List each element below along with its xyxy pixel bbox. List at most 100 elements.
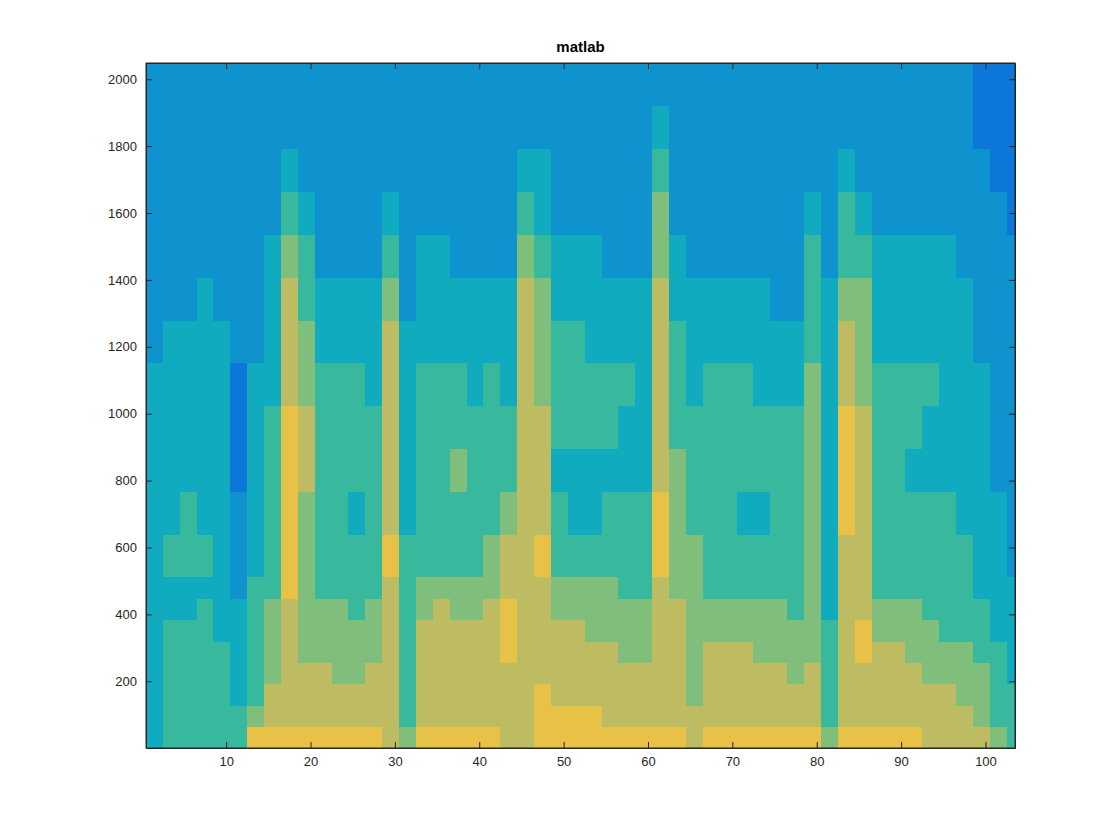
cell <box>315 106 332 149</box>
cell <box>821 534 838 577</box>
cell <box>281 320 298 363</box>
cell <box>855 406 872 449</box>
cell <box>467 406 484 449</box>
cell <box>365 192 382 235</box>
cell <box>635 577 652 599</box>
cell <box>146 663 163 685</box>
x-axis <box>147 63 1016 69</box>
cell <box>686 598 703 620</box>
cell <box>888 448 905 491</box>
cell <box>635 534 652 577</box>
cell <box>838 705 855 727</box>
cell <box>602 534 619 577</box>
cell <box>146 534 163 577</box>
cell <box>804 63 821 106</box>
tick-label: 600 <box>115 540 137 555</box>
cell <box>737 320 754 363</box>
cell <box>804 705 821 727</box>
cell <box>568 491 585 534</box>
cell <box>585 363 602 406</box>
cell <box>737 705 754 727</box>
cell <box>855 149 872 192</box>
cell <box>382 320 399 363</box>
cell <box>281 363 298 406</box>
cell <box>348 106 365 149</box>
cell <box>737 641 754 663</box>
cell <box>551 684 568 706</box>
cell <box>500 448 517 491</box>
cell <box>551 149 568 192</box>
cell <box>230 620 247 642</box>
cell <box>180 620 197 642</box>
cell <box>230 684 247 706</box>
cell <box>618 684 635 706</box>
cell <box>264 448 281 491</box>
tick-label: 1200 <box>108 339 137 354</box>
cell <box>888 406 905 449</box>
cell <box>652 277 669 320</box>
cell <box>922 705 939 727</box>
cell <box>517 406 534 449</box>
tick: 50 <box>557 742 571 769</box>
cell <box>247 491 264 534</box>
cell <box>298 641 315 663</box>
cell <box>500 684 517 706</box>
cell <box>973 534 990 577</box>
cell <box>281 727 298 748</box>
cell <box>652 63 669 106</box>
tick-label: 80 <box>810 754 824 769</box>
cell <box>382 448 399 491</box>
cell <box>922 234 939 277</box>
cell <box>467 106 484 149</box>
cell <box>922 192 939 235</box>
cell <box>433 320 450 363</box>
cell <box>602 149 619 192</box>
cell <box>652 192 669 235</box>
cell <box>213 598 230 620</box>
cell <box>737 192 754 235</box>
cell <box>163 620 180 642</box>
cell <box>787 277 804 320</box>
cell <box>332 705 349 727</box>
cell <box>163 192 180 235</box>
tick: 600 <box>115 540 152 555</box>
cell <box>838 663 855 685</box>
cell <box>838 234 855 277</box>
cell <box>348 620 365 642</box>
tick <box>311 63 312 69</box>
cell <box>551 620 568 642</box>
cell <box>146 320 163 363</box>
cell <box>872 727 889 748</box>
cell <box>332 363 349 406</box>
cell <box>838 106 855 149</box>
cell <box>1007 406 1015 449</box>
cell <box>450 406 467 449</box>
cell <box>264 705 281 727</box>
cell <box>686 684 703 706</box>
tick: 40 <box>473 742 487 769</box>
tick-mark <box>311 63 312 69</box>
cell <box>399 491 416 534</box>
cell <box>770 149 787 192</box>
cell <box>753 705 770 727</box>
cell <box>990 106 1007 149</box>
cell <box>973 705 990 727</box>
cell <box>146 598 163 620</box>
cell <box>197 192 214 235</box>
cell <box>737 149 754 192</box>
cell <box>332 406 349 449</box>
cell <box>348 406 365 449</box>
cell <box>669 363 686 406</box>
cell <box>230 448 247 491</box>
cell <box>939 534 956 577</box>
tick: 60 <box>641 742 655 769</box>
cell <box>315 192 332 235</box>
cell <box>332 63 349 106</box>
cell <box>315 534 332 577</box>
cell <box>551 491 568 534</box>
cell <box>348 234 365 277</box>
tick-label: 1000 <box>108 406 137 421</box>
tick <box>1009 146 1015 147</box>
cell <box>467 234 484 277</box>
tick-mark <box>648 742 649 748</box>
